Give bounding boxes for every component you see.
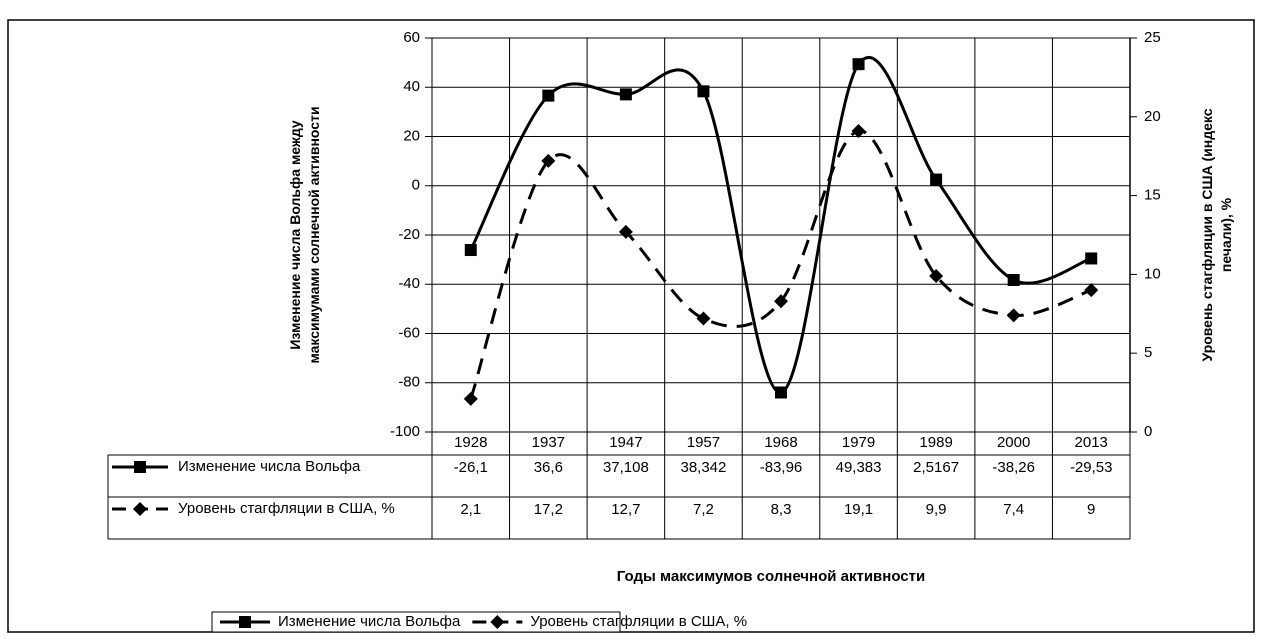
legend-label: Изменение числа Вольфа <box>278 613 461 630</box>
x-tick-label: 2000 <box>997 434 1030 451</box>
marker <box>775 386 787 399</box>
marker <box>541 153 556 168</box>
y2-axis-title-line: печали), % <box>1218 197 1234 272</box>
y2-tick-label: 0 <box>1144 423 1152 440</box>
marker <box>1007 273 1020 286</box>
y2-tick-label: 10 <box>1144 265 1161 282</box>
table-value: -29,53 <box>1070 459 1113 476</box>
marker <box>463 391 478 406</box>
marker <box>1084 283 1099 298</box>
marker <box>542 89 555 102</box>
row-header-text: Уровень стагфляции в США, % <box>178 500 395 517</box>
frame <box>7 19 1255 633</box>
y-axis-title-line: максимумами солнечной активности <box>306 106 322 363</box>
table-value: 49,383 <box>836 459 882 476</box>
marker <box>1085 252 1098 265</box>
table-value: -83,96 <box>760 459 803 476</box>
marker <box>239 616 251 628</box>
y2-axis-title: Уровень стагфляции в США (индекс печали),… <box>1199 108 1234 361</box>
table-value: 9 <box>1087 501 1095 518</box>
marker <box>851 123 866 138</box>
marker <box>1006 308 1021 323</box>
x-tick-label: 1928 <box>454 434 487 451</box>
x-tick-label: 1979 <box>842 434 875 451</box>
table-value: -38,26 <box>992 459 1035 476</box>
table-value: 37,108 <box>603 459 649 476</box>
marker <box>618 224 633 239</box>
table-value: 9,9 <box>926 501 947 518</box>
x-tick-label: 1989 <box>919 434 952 451</box>
y-tick-label: -100 <box>390 423 420 440</box>
x-tick-label: 1968 <box>764 434 797 451</box>
marker <box>134 461 146 473</box>
x-axis-title: Годы максимумов солнечной активности <box>617 568 925 585</box>
marker <box>930 173 943 186</box>
table-value: 7,2 <box>693 501 714 518</box>
y2-axis-title-line: Уровень стагфляции в США (индекс <box>1199 108 1215 361</box>
table-value: 8,3 <box>771 501 792 518</box>
y2-tick-label: 5 <box>1144 344 1152 361</box>
legend-label: Уровень стагфляции в США, % <box>530 613 747 630</box>
table-value: 2,1 <box>460 501 481 518</box>
y-tick-label: -40 <box>398 275 420 292</box>
x-tick-label: 1937 <box>532 434 565 451</box>
table-value: 38,342 <box>680 459 726 476</box>
marker <box>774 294 788 309</box>
y-tick-label: -80 <box>398 374 420 391</box>
table-value: 12,7 <box>611 501 640 518</box>
marker <box>464 244 477 257</box>
y-tick-label: 60 <box>403 29 420 46</box>
y-tick-label: 0 <box>412 177 420 194</box>
y-tick-label: -20 <box>398 226 420 243</box>
y2-tick-label: 20 <box>1144 108 1161 125</box>
row-header-text: Изменение числа Вольфа <box>178 458 361 475</box>
marker <box>697 85 710 98</box>
table-value: -26,1 <box>454 459 488 476</box>
y2-tick-label: 15 <box>1144 187 1161 204</box>
marker <box>852 58 865 71</box>
row-header: Изменение числа Вольфа <box>178 458 361 475</box>
y-axis-title-line: Изменение числа Вольфа между <box>287 120 303 350</box>
table-value: 2,5167 <box>913 459 959 476</box>
y2-tick-label: 25 <box>1144 29 1161 46</box>
marker <box>133 502 147 516</box>
legend-box <box>211 611 621 633</box>
x-tick-label: 1947 <box>609 434 642 451</box>
marker <box>490 615 505 629</box>
marker <box>619 88 632 101</box>
x-tick-label: 2013 <box>1075 434 1108 451</box>
y-tick-label: 20 <box>403 127 420 144</box>
marker <box>696 311 711 326</box>
y-axis-title: Изменение числа Вольфа между максимумами … <box>287 106 322 363</box>
marker <box>929 268 944 283</box>
y-tick-label: 40 <box>403 78 420 95</box>
table-value: 36,6 <box>534 459 563 476</box>
table-value: 7,4 <box>1003 501 1024 518</box>
table-value: 17,2 <box>534 501 563 518</box>
y-tick-label: -60 <box>398 324 420 341</box>
table-value: 19,1 <box>844 501 873 518</box>
x-tick-label: 1957 <box>687 434 720 451</box>
row-header: Уровень стагфляции в США, % <box>178 500 395 517</box>
